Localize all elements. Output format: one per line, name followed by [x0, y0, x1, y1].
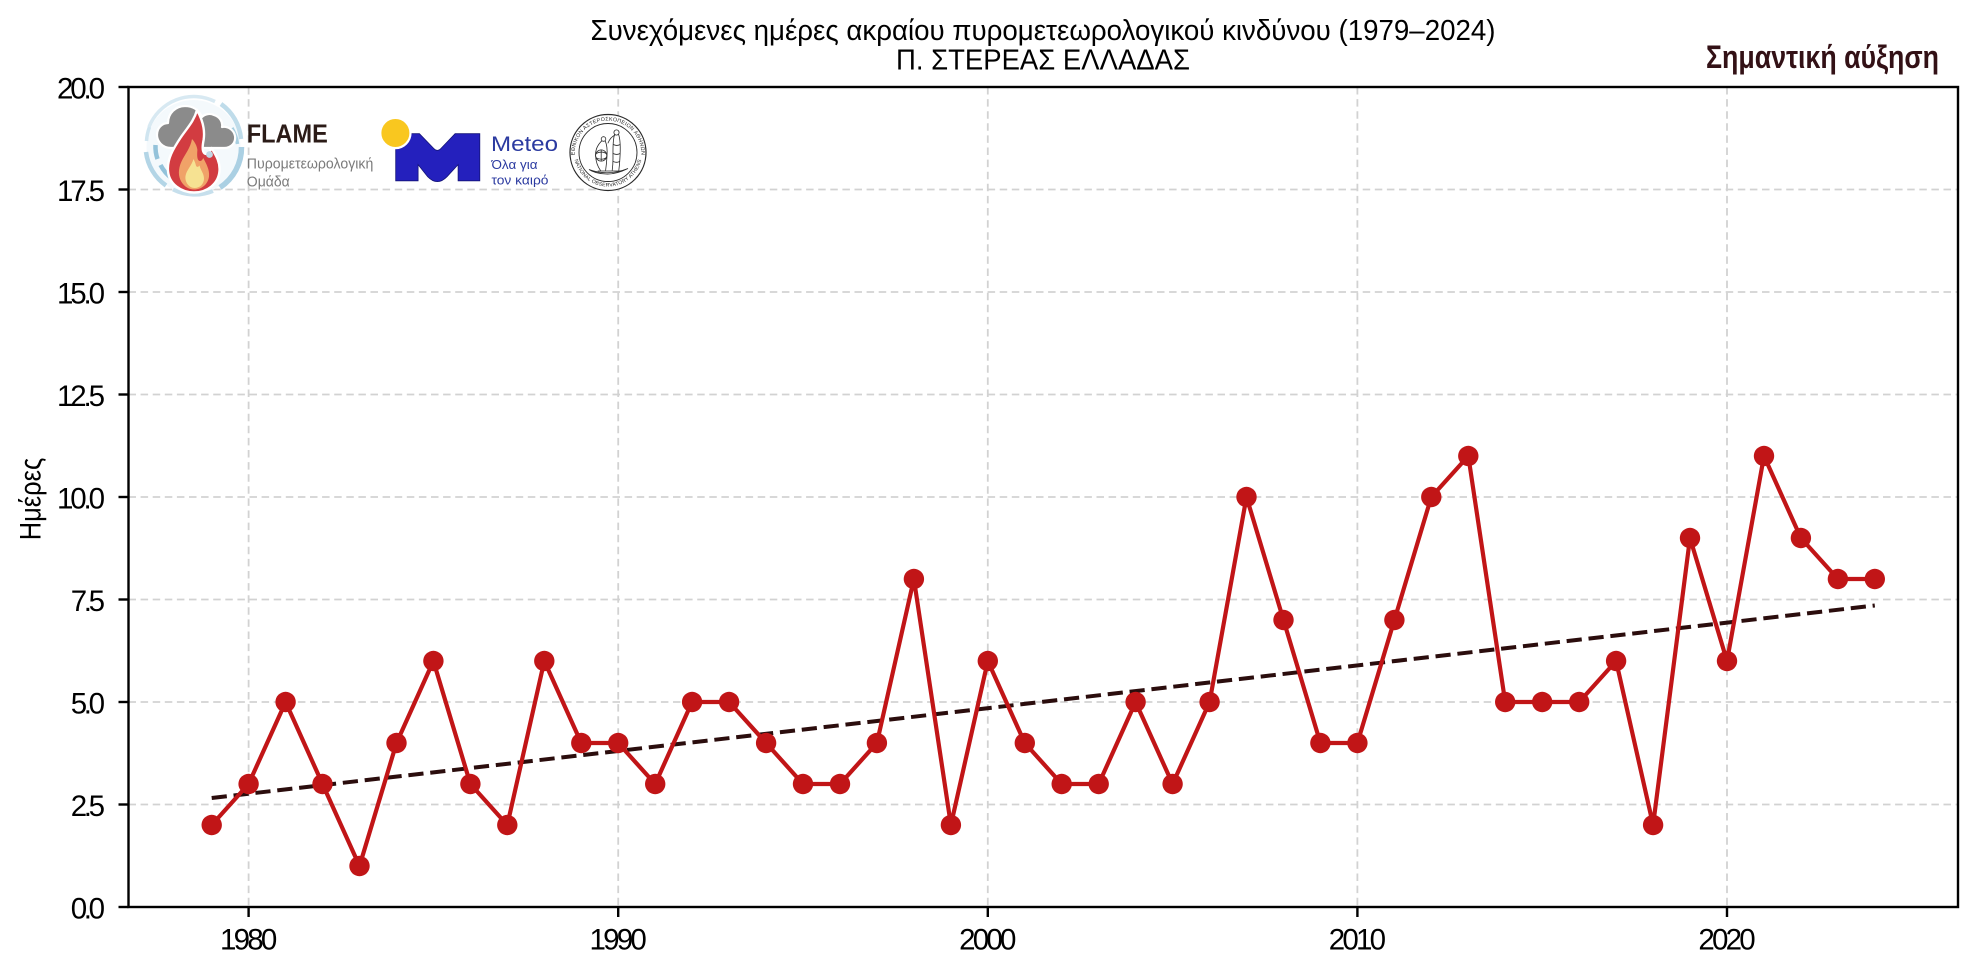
svg-text:10.0: 10.0	[57, 483, 105, 516]
svg-text:Ημέρες: Ημέρες	[15, 458, 48, 541]
svg-text:20.0: 20.0	[57, 73, 105, 106]
svg-text:Σημαντική αύξηση: Σημαντική αύξηση	[1706, 39, 1939, 75]
svg-text:Meteo: Meteo	[491, 132, 558, 156]
svg-text:Ομάδα: Ομάδα	[247, 174, 290, 190]
svg-text:1990: 1990	[590, 924, 647, 957]
svg-text:τον καιρό: τον καιρό	[492, 173, 549, 188]
svg-text:15.0: 15.0	[57, 278, 105, 311]
svg-text:2020: 2020	[1698, 924, 1755, 957]
svg-text:12.5: 12.5	[57, 380, 105, 413]
svg-text:0.0: 0.0	[71, 893, 105, 926]
svg-text:Όλα για: Όλα για	[490, 157, 538, 172]
svg-text:2000: 2000	[959, 924, 1016, 957]
svg-text:2010: 2010	[1329, 924, 1386, 957]
svg-text:2.5: 2.5	[71, 790, 105, 823]
svg-text:5.0: 5.0	[71, 688, 105, 721]
svg-text:1980: 1980	[220, 924, 277, 957]
svg-text:17.5: 17.5	[57, 175, 105, 208]
svg-text:Συνεχόμενες ημέρες ακραίου πυρ: Συνεχόμενες ημέρες ακραίου πυρομετεωρολο…	[591, 15, 1496, 47]
svg-text:Πυρομετεωρολογική: Πυρομετεωρολογική	[247, 156, 373, 172]
svg-text:Π. ΣΤΕΡΕΑΣ ΕΛΛΑΔΑΣ: Π. ΣΤΕΡΕΑΣ ΕΛΛΑΔΑΣ	[896, 45, 1190, 77]
svg-text:FLAME: FLAME	[247, 119, 328, 149]
svg-text:7.5: 7.5	[71, 585, 105, 618]
